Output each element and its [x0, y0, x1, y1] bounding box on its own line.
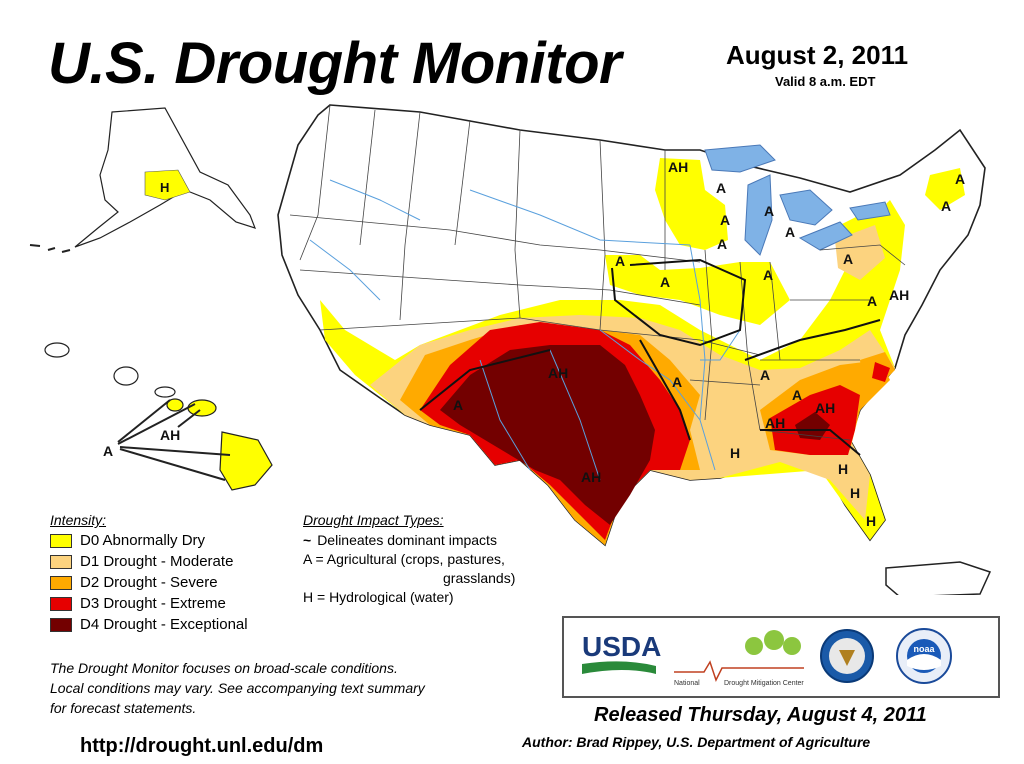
- hawaii-map: AH A: [44, 342, 273, 491]
- map-label-20: H: [838, 461, 848, 477]
- legend-row-d4: D4 Drought - Exceptional: [50, 614, 248, 635]
- map-label-10: A: [867, 293, 877, 309]
- map-label-13: A: [792, 387, 802, 403]
- usda-logo: USDA: [582, 631, 661, 674]
- map-label-25: A: [955, 171, 965, 187]
- legend-swatch-d4: [50, 617, 72, 632]
- legend-label-d4: D4 Drought - Exceptional: [80, 616, 248, 633]
- impact-lines: [419, 258, 881, 456]
- map-label-12: A: [672, 374, 682, 390]
- legend-label-d0: D0 Abnormally Dry: [80, 532, 206, 549]
- map-label-15: A: [760, 367, 770, 383]
- impact-title: Drought Impact Types:: [303, 512, 444, 528]
- partner-logos: USDA National Drought Mitigation Center …: [562, 616, 1000, 698]
- author-credit: Author: Brad Rippey, U.S. Department of …: [522, 734, 871, 750]
- impact-legend: Drought Impact Types: ~ Delineates domina…: [303, 512, 515, 607]
- map-label-14: A: [453, 397, 463, 413]
- great-lakes: [704, 144, 891, 256]
- alaska-map: H: [29, 107, 257, 253]
- legend-row-d1: D1 Drought - Moderate: [50, 551, 248, 572]
- legend-row-d3: D3 Drought - Extreme: [50, 593, 248, 614]
- noaa-logo: noaa: [896, 628, 952, 684]
- map-label-4: A: [785, 224, 795, 240]
- map-label-hawaii-ah: AH: [160, 427, 180, 443]
- svg-text:noaa: noaa: [913, 644, 935, 654]
- page-title: U.S. Drought Monitor: [48, 31, 622, 96]
- valid-time: Valid 8 a.m. EDT: [775, 74, 876, 89]
- map-label-hawaii-a: A: [103, 443, 113, 459]
- map-label-24: A: [941, 198, 951, 214]
- impact-agricultural-1: A = Agricultural (crops, pastures,: [303, 551, 505, 567]
- legend-swatch-d3: [50, 596, 72, 611]
- map-label-8: A: [763, 267, 773, 283]
- legend-label-d2: D2 Drought - Severe: [80, 574, 218, 591]
- map-date: August 2, 2011: [726, 40, 909, 70]
- map-label-11: AH: [548, 365, 568, 381]
- map-label-6: A: [615, 253, 625, 269]
- impact-hydrological: H = Hydrological (water): [303, 589, 454, 605]
- legend-swatch-d0: [50, 533, 72, 548]
- map-label-23: H: [866, 513, 876, 529]
- intensity-legend: Intensity: D0 Abnormally Dry D1 Drought -…: [50, 512, 248, 635]
- map-label-17: AH: [765, 415, 785, 431]
- map-label-3: A: [764, 203, 774, 219]
- legend-swatch-d1: [50, 554, 72, 569]
- map-label-1: AH: [668, 159, 688, 175]
- legend-row-d0: D0 Abnormally Dry: [50, 530, 248, 551]
- map-label-26: A: [720, 212, 730, 228]
- ndmc-logo: National Drought Mitigation Center: [674, 630, 804, 687]
- map-label-5: A: [717, 236, 727, 252]
- legend-label-d1: D1 Drought - Moderate: [80, 553, 234, 570]
- map-label-16: AH: [815, 400, 835, 416]
- puerto-rico-map: [885, 561, 992, 595]
- note-line-3: for forecast statements.: [50, 700, 197, 716]
- doc-seal-logo: [820, 629, 874, 683]
- svg-text:National: National: [674, 680, 700, 687]
- map-label-alaska: H: [160, 180, 169, 195]
- legend-label-d3: D3 Drought - Extreme: [80, 595, 226, 612]
- release-date: Released Thursday, August 4, 2011: [594, 704, 927, 726]
- svg-text:Drought Mitigation Center: Drought Mitigation Center: [724, 680, 804, 687]
- map-label-19: H: [730, 445, 740, 461]
- map-label-7: A: [660, 274, 670, 290]
- website-link[interactable]: http://drought.unl.edu/dm: [80, 735, 324, 757]
- map-label-22: H: [850, 485, 860, 501]
- rivers: [309, 179, 741, 481]
- map-label-9: A: [843, 251, 853, 267]
- impact-delineates: Delineates dominant impacts: [317, 532, 497, 548]
- drought-areas: [320, 158, 965, 545]
- note-line-2: Local conditions may vary. See accompany…: [50, 680, 425, 696]
- drought-map: H AH A: [29, 104, 992, 595]
- legend-swatch-d2: [50, 575, 72, 590]
- note-line-1: The Drought Monitor focuses on broad-sca…: [50, 660, 398, 676]
- svg-text:USDA: USDA: [582, 631, 661, 662]
- map-label-21: AH: [889, 287, 909, 303]
- legend-row-d2: D2 Drought - Severe: [50, 572, 248, 593]
- intensity-title: Intensity:: [50, 512, 107, 528]
- impact-line-symbol: ~: [303, 532, 312, 548]
- map-label-18: AH: [581, 469, 601, 485]
- state-boundaries: [289, 104, 906, 441]
- disclaimer-note: The Drought Monitor focuses on broad-sca…: [50, 658, 550, 718]
- map-label-2: A: [716, 180, 726, 196]
- impact-agricultural-2: grasslands): [443, 570, 516, 586]
